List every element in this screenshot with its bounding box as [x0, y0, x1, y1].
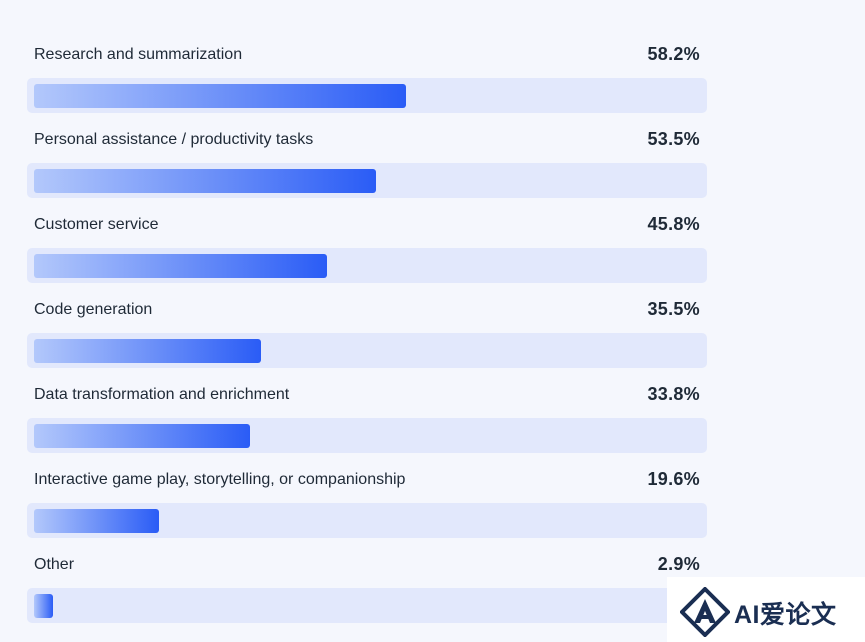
bar-track [27, 333, 707, 368]
bar-track [27, 78, 707, 113]
bar-category-label: Interactive game play, storytelling, or … [34, 471, 406, 488]
bar-track [27, 163, 707, 198]
bar [34, 84, 406, 108]
bar-track [27, 248, 707, 283]
bar-value-label: 2.9% [657, 554, 700, 574]
bar-category-label: Research and summarization [34, 46, 243, 63]
bar-row: Data transformation and enrichment 33.8% [0, 350, 865, 453]
watermark-text: AI爱论文 [734, 601, 837, 629]
bar-row: Customer service 45.8% [0, 180, 865, 283]
bar-category-label: Data transformation and enrichment [34, 386, 290, 403]
bar-value-label: 53.5% [647, 129, 700, 149]
bar-category-label: Code generation [34, 301, 153, 318]
bar-track [27, 588, 707, 623]
bar-category-label: Other [34, 556, 75, 573]
bar-value-label: 35.5% [647, 299, 700, 319]
bar [34, 509, 159, 533]
bar-value-label: 45.8% [647, 214, 700, 234]
bar-row: Other 2.9% [0, 520, 865, 623]
bar-row: Code generation 35.5% [0, 265, 865, 368]
bar-value-label: 58.2% [647, 44, 700, 64]
bar-row: Personal assistance / productivity tasks… [0, 95, 865, 198]
bar [34, 169, 376, 193]
bar-row: Research and summarization 58.2% [0, 10, 865, 113]
bar-category-label: Customer service [34, 216, 159, 233]
bar-track [27, 503, 707, 538]
bar [34, 424, 250, 448]
bar [34, 254, 327, 278]
bar-row: Interactive game play, storytelling, or … [0, 435, 865, 538]
bar-value-label: 33.8% [647, 384, 700, 404]
a-diamond-logo-icon [680, 587, 730, 637]
bar-category-label: Personal assistance / productivity tasks [34, 131, 314, 148]
bar [34, 339, 261, 363]
bar [34, 594, 53, 618]
watermark: AI爱论文 [667, 577, 865, 642]
bar-track [27, 418, 707, 453]
bar-value-label: 19.6% [647, 469, 700, 489]
